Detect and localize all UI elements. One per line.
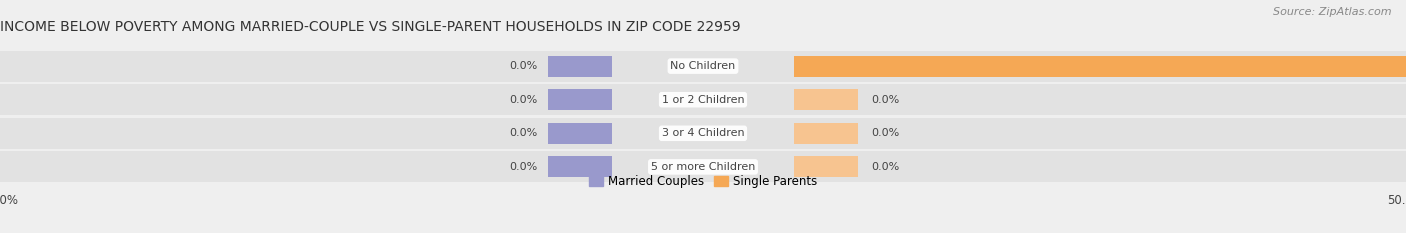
- Bar: [548, 157, 612, 177]
- Text: 3 or 4 Children: 3 or 4 Children: [662, 128, 744, 138]
- Text: 0.0%: 0.0%: [509, 95, 537, 105]
- Legend: Married Couples, Single Parents: Married Couples, Single Parents: [585, 170, 821, 193]
- Bar: [0, 84, 1406, 115]
- Bar: [794, 56, 1406, 76]
- Bar: [0, 118, 1406, 149]
- Text: No Children: No Children: [671, 61, 735, 71]
- Bar: [548, 123, 612, 144]
- Text: 0.0%: 0.0%: [872, 162, 900, 172]
- Bar: [0, 51, 1406, 82]
- Text: 0.0%: 0.0%: [509, 128, 537, 138]
- Bar: [794, 89, 858, 110]
- Bar: [794, 123, 858, 144]
- Text: 0.0%: 0.0%: [872, 128, 900, 138]
- Bar: [548, 56, 612, 76]
- Bar: [548, 89, 612, 110]
- Text: 1 or 2 Children: 1 or 2 Children: [662, 95, 744, 105]
- Bar: [0, 151, 1406, 182]
- Text: 5 or more Children: 5 or more Children: [651, 162, 755, 172]
- Text: 0.0%: 0.0%: [509, 162, 537, 172]
- Bar: [794, 157, 858, 177]
- Text: INCOME BELOW POVERTY AMONG MARRIED-COUPLE VS SINGLE-PARENT HOUSEHOLDS IN ZIP COD: INCOME BELOW POVERTY AMONG MARRIED-COUPL…: [0, 20, 741, 34]
- Text: 0.0%: 0.0%: [872, 95, 900, 105]
- Text: Source: ZipAtlas.com: Source: ZipAtlas.com: [1274, 7, 1392, 17]
- Text: 0.0%: 0.0%: [509, 61, 537, 71]
